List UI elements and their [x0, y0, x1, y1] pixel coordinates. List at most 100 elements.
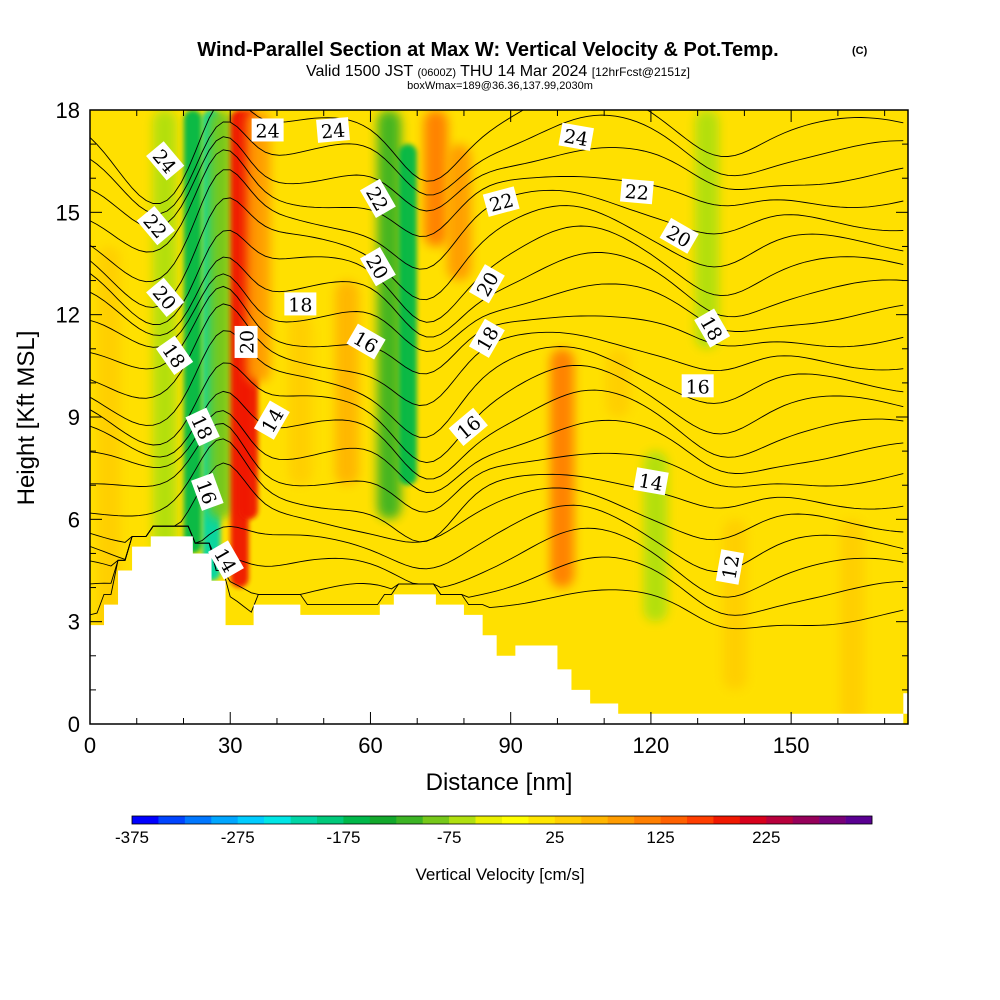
- y-tick-label: 18: [56, 98, 80, 123]
- colorbar-swatch: [475, 816, 503, 824]
- colorbar-swatch: [634, 816, 661, 824]
- theta-contour: [90, 273, 904, 352]
- w-feature-14: [550, 348, 575, 588]
- svg-text:18: 18: [288, 294, 312, 316]
- colorbar-tick-label: -275: [221, 828, 255, 847]
- subtitle-valid: Valid 1500 JST: [306, 63, 414, 80]
- y-tick-label: 6: [68, 507, 80, 532]
- colorbar-tick-label: -375: [115, 828, 149, 847]
- colorbar-swatch: [132, 816, 159, 824]
- colorbar: [131, 815, 873, 825]
- w-feature-11: [398, 144, 417, 486]
- colorbar-swatch: [396, 816, 424, 824]
- copyright-mark: (C): [852, 45, 868, 57]
- x-tick-label: 90: [498, 733, 522, 758]
- theta-contour: [90, 114, 904, 215]
- chart-title: Wind-Parallel Section at Max W: Vertical…: [197, 39, 778, 61]
- contour-label: 20: [234, 325, 259, 358]
- colorbar-tick-label: -175: [326, 828, 360, 847]
- contour-label: 24: [316, 117, 350, 143]
- theta-contour: [90, 149, 904, 253]
- theta-contour: [90, 438, 904, 543]
- colorbar-swatch: [554, 816, 582, 824]
- x-tick-label: 150: [773, 733, 810, 758]
- svg-text:24: 24: [562, 125, 590, 151]
- colorbar-swatch: [819, 816, 846, 824]
- theta-contour: [90, 252, 904, 338]
- contour-label: 16: [191, 472, 224, 511]
- svg-text:12: 12: [718, 553, 744, 581]
- y-tick-label: 0: [68, 712, 80, 737]
- contour-label: 22: [619, 178, 654, 205]
- w-feature-17: [723, 519, 748, 690]
- theta-contour: [90, 136, 904, 229]
- contour-label: 18: [284, 292, 317, 316]
- y-tick-label: 15: [56, 200, 80, 225]
- w-feature-12: [423, 110, 448, 247]
- x-tick-label: 60: [358, 733, 382, 758]
- contour-label: 16: [346, 323, 386, 360]
- svg-text:14: 14: [637, 470, 665, 496]
- y-tick-label: 12: [56, 303, 80, 328]
- colorbar-swatch: [449, 816, 476, 824]
- contour-label: 18: [185, 407, 220, 447]
- terrain: [90, 536, 908, 724]
- colorbar-swatch: [422, 816, 450, 824]
- contour-label: 24: [251, 118, 284, 142]
- colorbar-swatch: [713, 816, 741, 824]
- contour-label: 12: [715, 549, 744, 585]
- colorbar-swatch: [343, 816, 371, 824]
- x-tick-label: 120: [633, 733, 670, 758]
- colorbar-tick-label: -75: [437, 828, 462, 847]
- colorbar-swatch: [211, 816, 239, 824]
- colorbar-swatch: [158, 816, 186, 824]
- theta-contour: [90, 110, 904, 204]
- contour-label: 14: [633, 467, 669, 496]
- svg-text:20: 20: [237, 330, 259, 354]
- theta-contour: [90, 389, 904, 480]
- colorbar-swatch: [502, 816, 529, 824]
- colorbar-label: Vertical Velocity [cm/s]: [415, 865, 584, 884]
- x-tick-label: 30: [218, 733, 242, 758]
- contour-label: 22: [482, 186, 520, 217]
- w-feature-9: [335, 280, 360, 486]
- colorbar-swatch: [369, 816, 397, 824]
- colorbar-swatch: [264, 816, 291, 824]
- colorbar-swatch: [528, 816, 556, 824]
- colorbar-swatch: [607, 816, 635, 824]
- potential-temperature-contours: [90, 110, 904, 630]
- svg-text:24: 24: [320, 119, 346, 143]
- colorbar-swatch: [660, 816, 688, 824]
- svg-text:24: 24: [256, 120, 280, 142]
- colorbar-tick-label: 125: [646, 828, 674, 847]
- y-tick-label: 9: [68, 405, 80, 430]
- colorbar-tick-label: 225: [752, 828, 780, 847]
- theta-contour: [90, 504, 904, 572]
- y-axis-label: Height [Kft MSL]: [13, 331, 40, 506]
- y-axis: 0 3 6 9 12 15 18: [56, 98, 908, 737]
- subtitle-date: THU 14 Mar 2024: [460, 63, 587, 80]
- theta-contour: [90, 362, 904, 464]
- colorbar-swatch: [792, 816, 820, 824]
- contour-label: 24: [558, 122, 594, 151]
- colorbar-ticks: -375 -275 -175 -75 25 125 225: [115, 828, 780, 847]
- svg-text:22: 22: [624, 181, 650, 205]
- x-axis-label: Distance [nm]: [426, 769, 573, 796]
- w-feature-4: [208, 110, 233, 520]
- chart-subtitle: Valid 1500 JST (0600Z) THU 14 Mar 2024 […: [306, 63, 690, 80]
- x-axis: 0 30 60 90 120 150: [84, 110, 886, 758]
- svg-text:16: 16: [686, 376, 710, 398]
- colorbar-swatch: [317, 816, 344, 824]
- colorbar-swatch: [687, 816, 714, 824]
- w-feature-13: [447, 144, 472, 281]
- colorbar-swatch: [581, 816, 609, 824]
- x-tick-label: 0: [84, 733, 96, 758]
- contour-label: 16: [681, 374, 714, 398]
- y-tick-label: 3: [68, 610, 80, 635]
- subtitle-forecast: [12hrFcst@2151z]: [592, 65, 690, 79]
- theta-contour: [90, 330, 904, 438]
- colorbar-swatch: [845, 816, 873, 824]
